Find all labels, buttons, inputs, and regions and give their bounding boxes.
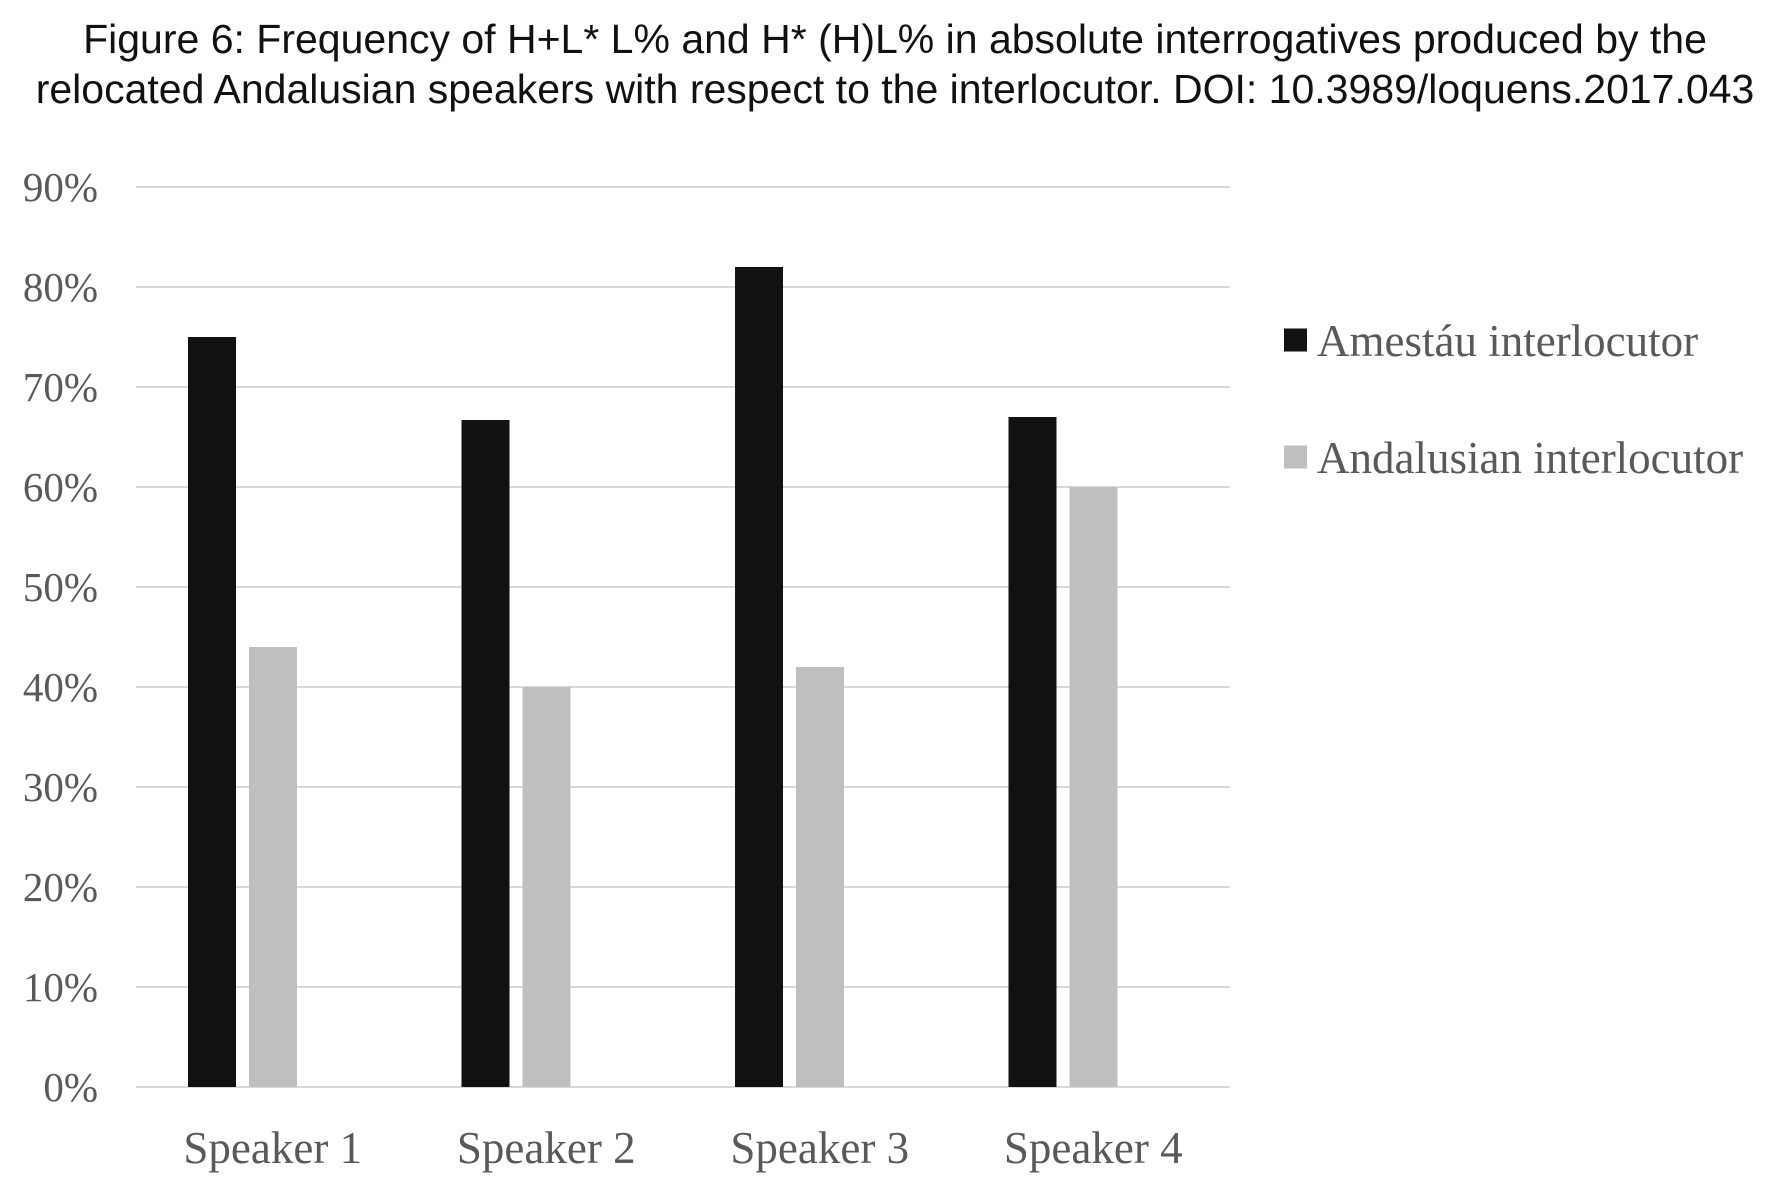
bar-andalusian-speaker-4	[1069, 487, 1118, 1087]
legend-label: Amestáu interlocutor	[1317, 316, 1698, 366]
y-tick-label: 0%	[43, 1064, 98, 1110]
bars	[188, 267, 1118, 1087]
y-tick-label: 50%	[23, 564, 98, 610]
x-category-label: Speaker 1	[183, 1123, 362, 1173]
y-tick-label: 40%	[23, 664, 98, 710]
legend-swatch	[1284, 328, 1307, 352]
bar-andalusian-speaker-3	[796, 667, 844, 1087]
y-axis-tick-labels: 0% 10% 20% 30% 40% 50% 60% 70% 80% 90%	[23, 164, 98, 1110]
x-category-label: Speaker 2	[457, 1123, 636, 1173]
chart-title-line-1: Figure 6: Frequency of H+L* L% and H* (H…	[83, 16, 1707, 62]
legend-swatch	[1284, 445, 1307, 469]
bar-amestau-speaker-3	[735, 267, 783, 1087]
x-category-label: Speaker 3	[730, 1123, 909, 1173]
bar-andalusian-speaker-2	[522, 687, 571, 1087]
x-category-label: Speaker 4	[1004, 1123, 1183, 1173]
bar-andalusian-speaker-1	[249, 647, 297, 1087]
legend: Amestáu interlocutor Andalusian interlocu…	[1284, 316, 1743, 483]
legend-label: Andalusian interlocutor	[1317, 433, 1743, 483]
chart-title-line-2: relocated Andalusian speakers with respe…	[35, 66, 1755, 112]
y-tick-label: 80%	[23, 264, 98, 310]
bar-amestau-speaker-4	[1008, 417, 1057, 1087]
bar-amestau-speaker-2	[461, 420, 510, 1087]
y-tick-label: 10%	[23, 964, 98, 1010]
bar-amestau-speaker-1	[188, 337, 236, 1087]
y-tick-label: 70%	[23, 364, 98, 410]
chart-title: Figure 6: Frequency of H+L* L% and H* (H…	[0, 14, 1790, 114]
y-tick-label: 30%	[23, 764, 98, 810]
x-axis-category-labels: Speaker 1 Speaker 2 Speaker 3 Speaker 4	[183, 1123, 1182, 1173]
y-tick-label: 20%	[23, 864, 98, 910]
gridlines	[136, 186, 1230, 1088]
y-tick-label: 60%	[23, 464, 98, 510]
y-tick-label: 90%	[23, 164, 98, 210]
